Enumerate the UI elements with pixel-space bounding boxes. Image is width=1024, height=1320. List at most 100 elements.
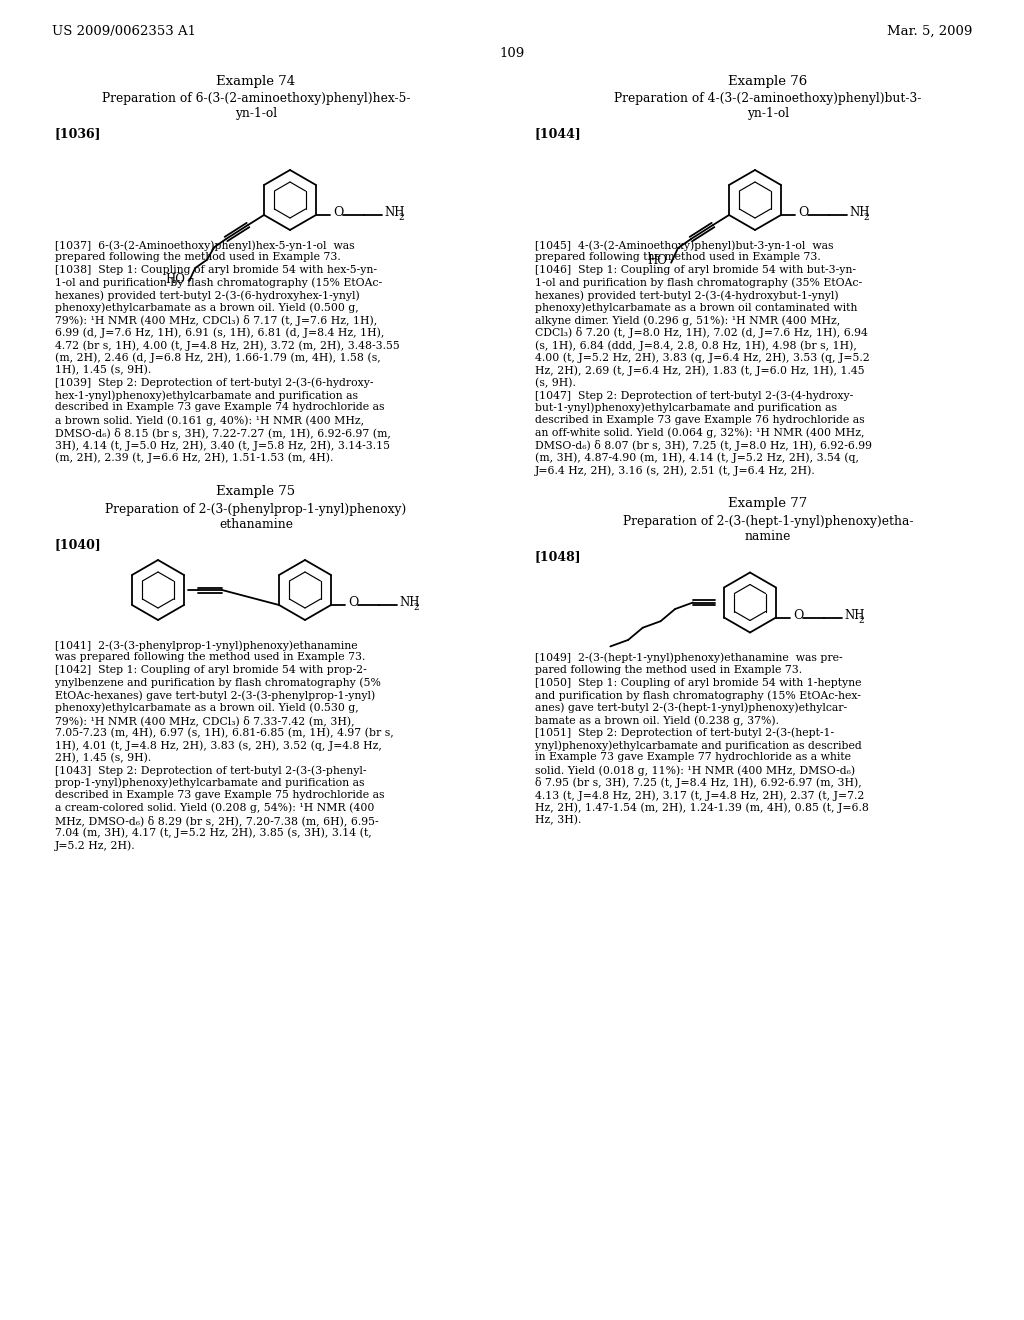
Text: prepared following the method used in Example 73.: prepared following the method used in Ex…	[55, 252, 341, 263]
Text: NH: NH	[844, 609, 864, 622]
Text: J=6.4 Hz, 2H), 3.16 (s, 2H), 2.51 (t, J=6.4 Hz, 2H).: J=6.4 Hz, 2H), 3.16 (s, 2H), 2.51 (t, J=…	[535, 465, 816, 475]
Text: [1040]: [1040]	[55, 539, 101, 550]
Text: [1049]  2-(3-(hept-1-ynyl)phenoxy)ethanamine  was pre-: [1049] 2-(3-(hept-1-ynyl)phenoxy)ethanam…	[535, 652, 843, 663]
Text: MHz, DMSO-d₆) δ 8.29 (br s, 2H), 7.20-7.38 (m, 6H), 6.95-: MHz, DMSO-d₆) δ 8.29 (br s, 2H), 7.20-7.…	[55, 814, 379, 826]
Text: O: O	[798, 206, 808, 219]
Text: 4.13 (t, J=4.8 Hz, 2H), 3.17 (t, J=4.8 Hz, 2H), 2.37 (t, J=7.2: 4.13 (t, J=4.8 Hz, 2H), 3.17 (t, J=4.8 H…	[535, 789, 864, 800]
Text: [1050]  Step 1: Coupling of aryl bromide 54 with 1-heptyne: [1050] Step 1: Coupling of aryl bromide …	[535, 677, 861, 688]
Text: 2: 2	[398, 214, 403, 223]
Text: HO: HO	[647, 255, 668, 267]
Text: phenoxy)ethylcarbamate as a brown oil contaminated with: phenoxy)ethylcarbamate as a brown oil co…	[535, 302, 857, 313]
Text: [1042]  Step 1: Coupling of aryl bromide 54 with prop-2-: [1042] Step 1: Coupling of aryl bromide …	[55, 665, 367, 675]
Text: ethanamine: ethanamine	[219, 517, 293, 531]
Text: O: O	[333, 206, 343, 219]
Text: DMSO-d₆) δ 8.15 (br s, 3H), 7.22-7.27 (m, 1H), 6.92-6.97 (m,: DMSO-d₆) δ 8.15 (br s, 3H), 7.22-7.27 (m…	[55, 428, 391, 438]
Text: 7.05-7.23 (m, 4H), 6.97 (s, 1H), 6.81-6.85 (m, 1H), 4.97 (br s,: 7.05-7.23 (m, 4H), 6.97 (s, 1H), 6.81-6.…	[55, 727, 394, 738]
Text: [1041]  2-(3-(3-phenylprop-1-ynyl)phenoxy)ethanamine: [1041] 2-(3-(3-phenylprop-1-ynyl)phenoxy…	[55, 640, 357, 651]
Text: (m, 3H), 4.87-4.90 (m, 1H), 4.14 (t, J=5.2 Hz, 2H), 3.54 (q,: (m, 3H), 4.87-4.90 (m, 1H), 4.14 (t, J=5…	[535, 453, 859, 463]
Text: 79%): ¹H NMR (400 MHz, CDCl₃) δ 7.17 (t, J=7.6 Hz, 1H),: 79%): ¹H NMR (400 MHz, CDCl₃) δ 7.17 (t,…	[55, 315, 377, 326]
Text: 2: 2	[858, 616, 863, 624]
Text: 79%): ¹H NMR (400 MHz, CDCl₃) δ 7.33-7.42 (m, 3H),: 79%): ¹H NMR (400 MHz, CDCl₃) δ 7.33-7.4…	[55, 715, 354, 726]
Text: alkyne dimer. Yield (0.296 g, 51%): ¹H NMR (400 MHz,: alkyne dimer. Yield (0.296 g, 51%): ¹H N…	[535, 315, 841, 326]
Text: EtOAc-hexanes) gave tert-butyl 2-(3-(3-phenylprop-1-ynyl): EtOAc-hexanes) gave tert-butyl 2-(3-(3-p…	[55, 690, 375, 701]
Text: NH: NH	[849, 206, 869, 219]
Text: yn-1-ol: yn-1-ol	[746, 107, 790, 120]
Text: [1046]  Step 1: Coupling of aryl bromide 54 with but-3-yn-: [1046] Step 1: Coupling of aryl bromide …	[535, 265, 856, 275]
Text: [1038]  Step 1: Coupling of aryl bromide 54 with hex-5-yn-: [1038] Step 1: Coupling of aryl bromide …	[55, 265, 377, 275]
Text: bamate as a brown oil. Yield (0.238 g, 37%).: bamate as a brown oil. Yield (0.238 g, 3…	[535, 715, 779, 726]
Text: NH: NH	[399, 597, 420, 610]
Text: 2H), 1.45 (s, 9H).: 2H), 1.45 (s, 9H).	[55, 752, 152, 763]
Text: Mar. 5, 2009: Mar. 5, 2009	[887, 25, 972, 38]
Text: Hz, 2H), 1.47-1.54 (m, 2H), 1.24-1.39 (m, 4H), 0.85 (t, J=6.8: Hz, 2H), 1.47-1.54 (m, 2H), 1.24-1.39 (m…	[535, 803, 869, 813]
Text: (s, 1H), 6.84 (ddd, J=8.4, 2.8, 0.8 Hz, 1H), 4.98 (br s, 1H),: (s, 1H), 6.84 (ddd, J=8.4, 2.8, 0.8 Hz, …	[535, 341, 857, 351]
Text: namine: namine	[744, 531, 792, 544]
Text: 2: 2	[863, 214, 868, 223]
Text: yn-1-ol: yn-1-ol	[234, 107, 278, 120]
Text: 1-ol and purification by flash chromatography (15% EtOAc-: 1-ol and purification by flash chromatog…	[55, 277, 382, 288]
Text: δ 7.95 (br s, 3H), 7.25 (t, J=8.4 Hz, 1H), 6.92-6.97 (m, 3H),: δ 7.95 (br s, 3H), 7.25 (t, J=8.4 Hz, 1H…	[535, 777, 862, 788]
Text: and purification by flash chromatography (15% EtOAc-hex-: and purification by flash chromatography…	[535, 690, 861, 701]
Text: an off-white solid. Yield (0.064 g, 32%): ¹H NMR (400 MHz,: an off-white solid. Yield (0.064 g, 32%)…	[535, 428, 864, 438]
Text: 7.04 (m, 3H), 4.17 (t, J=5.2 Hz, 2H), 3.85 (s, 3H), 3.14 (t,: 7.04 (m, 3H), 4.17 (t, J=5.2 Hz, 2H), 3.…	[55, 828, 372, 838]
Text: CDCl₃) δ 7.20 (t, J=8.0 Hz, 1H), 7.02 (d, J=7.6 Hz, 1H), 6.94: CDCl₃) δ 7.20 (t, J=8.0 Hz, 1H), 7.02 (d…	[535, 327, 868, 338]
Text: 6.99 (d, J=7.6 Hz, 1H), 6.91 (s, 1H), 6.81 (d, J=8.4 Hz, 1H),: 6.99 (d, J=7.6 Hz, 1H), 6.91 (s, 1H), 6.…	[55, 327, 384, 338]
Text: described in Example 73 gave Example 74 hydrochloride as: described in Example 73 gave Example 74 …	[55, 403, 384, 412]
Text: [1048]: [1048]	[535, 550, 582, 564]
Text: [1051]  Step 2: Deprotection of tert-butyl 2-(3-(hept-1-: [1051] Step 2: Deprotection of tert-buty…	[535, 727, 835, 738]
Text: HO: HO	[165, 272, 185, 285]
Text: Example 75: Example 75	[216, 484, 296, 498]
Text: 3H), 4.14 (t, J=5.0 Hz, 2H), 3.40 (t, J=5.8 Hz, 2H), 3.14-3.15: 3H), 4.14 (t, J=5.0 Hz, 2H), 3.40 (t, J=…	[55, 440, 390, 450]
Text: a brown solid. Yield (0.161 g, 40%): ¹H NMR (400 MHz,: a brown solid. Yield (0.161 g, 40%): ¹H …	[55, 414, 365, 425]
Text: [1043]  Step 2: Deprotection of tert-butyl 2-(3-(3-phenyl-: [1043] Step 2: Deprotection of tert-buty…	[55, 766, 367, 776]
Text: DMSO-d₆) δ 8.07 (br s, 3H), 7.25 (t, J=8.0 Hz, 1H), 6.92-6.99: DMSO-d₆) δ 8.07 (br s, 3H), 7.25 (t, J=8…	[535, 440, 872, 451]
Text: 1H), 4.01 (t, J=4.8 Hz, 2H), 3.83 (s, 2H), 3.52 (q, J=4.8 Hz,: 1H), 4.01 (t, J=4.8 Hz, 2H), 3.83 (s, 2H…	[55, 741, 382, 751]
Text: phenoxy)ethylcarbamate as a brown oil. Yield (0.500 g,: phenoxy)ethylcarbamate as a brown oil. Y…	[55, 302, 358, 313]
Text: [1047]  Step 2: Deprotection of tert-butyl 2-(3-(4-hydroxy-: [1047] Step 2: Deprotection of tert-buty…	[535, 389, 853, 400]
Text: in Example 73 gave Example 77 hydrochloride as a white: in Example 73 gave Example 77 hydrochlor…	[535, 752, 851, 763]
Text: [1044]: [1044]	[535, 127, 582, 140]
Text: 4.00 (t, J=5.2 Hz, 2H), 3.83 (q, J=6.4 Hz, 2H), 3.53 (q, J=5.2: 4.00 (t, J=5.2 Hz, 2H), 3.83 (q, J=6.4 H…	[535, 352, 869, 363]
Text: [1037]  6-(3-(2-Aminoethoxy)phenyl)hex-5-yn-1-ol  was: [1037] 6-(3-(2-Aminoethoxy)phenyl)hex-5-…	[55, 240, 354, 251]
Text: [1045]  4-(3-(2-Aminoethoxy)phenyl)but-3-yn-1-ol  was: [1045] 4-(3-(2-Aminoethoxy)phenyl)but-3-…	[535, 240, 834, 251]
Text: Preparation of 2-(3-(phenylprop-1-ynyl)phenoxy): Preparation of 2-(3-(phenylprop-1-ynyl)p…	[105, 503, 407, 516]
Text: 4.72 (br s, 1H), 4.00 (t, J=4.8 Hz, 2H), 3.72 (m, 2H), 3.48-3.55: 4.72 (br s, 1H), 4.00 (t, J=4.8 Hz, 2H),…	[55, 341, 399, 351]
Text: Hz, 2H), 2.69 (t, J=6.4 Hz, 2H), 1.83 (t, J=6.0 Hz, 1H), 1.45: Hz, 2H), 2.69 (t, J=6.4 Hz, 2H), 1.83 (t…	[535, 366, 864, 376]
Text: prepared following the method used in Example 73.: prepared following the method used in Ex…	[535, 252, 821, 263]
Text: Example 74: Example 74	[216, 75, 296, 88]
Text: Preparation of 2-(3-(hept-1-ynyl)phenoxy)etha-: Preparation of 2-(3-(hept-1-ynyl)phenoxy…	[623, 516, 913, 528]
Text: 1H), 1.45 (s, 9H).: 1H), 1.45 (s, 9H).	[55, 366, 152, 375]
Text: a cream-colored solid. Yield (0.208 g, 54%): ¹H NMR (400: a cream-colored solid. Yield (0.208 g, 5…	[55, 803, 375, 813]
Text: (s, 9H).: (s, 9H).	[535, 378, 575, 388]
Text: pared following the method used in Example 73.: pared following the method used in Examp…	[535, 665, 802, 675]
Text: (m, 2H), 2.39 (t, J=6.6 Hz, 2H), 1.51-1.53 (m, 4H).: (m, 2H), 2.39 (t, J=6.6 Hz, 2H), 1.51-1.…	[55, 453, 334, 463]
Text: 1-ol and purification by flash chromatography (35% EtOAc-: 1-ol and purification by flash chromatog…	[535, 277, 862, 288]
Text: hex-1-ynyl)phenoxy)ethylcarbamate and purification as: hex-1-ynyl)phenoxy)ethylcarbamate and pu…	[55, 389, 358, 400]
Text: Preparation of 4-(3-(2-aminoethoxy)phenyl)but-3-: Preparation of 4-(3-(2-aminoethoxy)pheny…	[614, 92, 922, 106]
Text: Example 77: Example 77	[728, 498, 808, 511]
Text: [1036]: [1036]	[55, 127, 101, 140]
Text: [1039]  Step 2: Deprotection of tert-butyl 2-(3-(6-hydroxy-: [1039] Step 2: Deprotection of tert-buty…	[55, 378, 374, 388]
Text: Example 76: Example 76	[728, 75, 808, 88]
Text: J=5.2 Hz, 2H).: J=5.2 Hz, 2H).	[55, 840, 135, 850]
Text: ynyl)phenoxy)ethylcarbamate and purification as described: ynyl)phenoxy)ethylcarbamate and purifica…	[535, 741, 862, 751]
Text: hexanes) provided tert-butyl 2-(3-(4-hydroxybut-1-ynyl): hexanes) provided tert-butyl 2-(3-(4-hyd…	[535, 290, 839, 301]
Text: phenoxy)ethylcarbamate as a brown oil. Yield (0.530 g,: phenoxy)ethylcarbamate as a brown oil. Y…	[55, 702, 358, 713]
Text: Hz, 3H).: Hz, 3H).	[535, 814, 582, 825]
Text: (m, 2H), 2.46 (d, J=6.8 Hz, 2H), 1.66-1.79 (m, 4H), 1.58 (s,: (m, 2H), 2.46 (d, J=6.8 Hz, 2H), 1.66-1.…	[55, 352, 381, 363]
Text: hexanes) provided tert-butyl 2-(3-(6-hydroxyhex-1-ynyl): hexanes) provided tert-butyl 2-(3-(6-hyd…	[55, 290, 359, 301]
Text: 109: 109	[500, 48, 524, 59]
Text: 2: 2	[413, 603, 419, 612]
Text: described in Example 73 gave Example 76 hydrochloride as: described in Example 73 gave Example 76 …	[535, 414, 864, 425]
Text: Preparation of 6-(3-(2-aminoethoxy)phenyl)hex-5-: Preparation of 6-(3-(2-aminoethoxy)pheny…	[101, 92, 411, 106]
Text: NH: NH	[384, 206, 404, 219]
Text: US 2009/0062353 A1: US 2009/0062353 A1	[52, 25, 196, 38]
Text: anes) gave tert-butyl 2-(3-(hept-1-ynyl)phenoxy)ethylcar-: anes) gave tert-butyl 2-(3-(hept-1-ynyl)…	[535, 702, 847, 713]
Text: described in Example 73 gave Example 75 hydrochloride as: described in Example 73 gave Example 75 …	[55, 789, 384, 800]
Text: was prepared following the method used in Example 73.: was prepared following the method used i…	[55, 652, 366, 663]
Text: solid. Yield (0.018 g, 11%): ¹H NMR (400 MHz, DMSO-d₆): solid. Yield (0.018 g, 11%): ¹H NMR (400…	[535, 766, 855, 776]
Text: ynylbenzene and purification by flash chromatography (5%: ynylbenzene and purification by flash ch…	[55, 677, 381, 688]
Text: O: O	[793, 609, 803, 622]
Text: prop-1-ynyl)phenoxy)ethylcarbamate and purification as: prop-1-ynyl)phenoxy)ethylcarbamate and p…	[55, 777, 365, 788]
Text: but-1-ynyl)phenoxy)ethylcarbamate and purification as: but-1-ynyl)phenoxy)ethylcarbamate and pu…	[535, 403, 837, 413]
